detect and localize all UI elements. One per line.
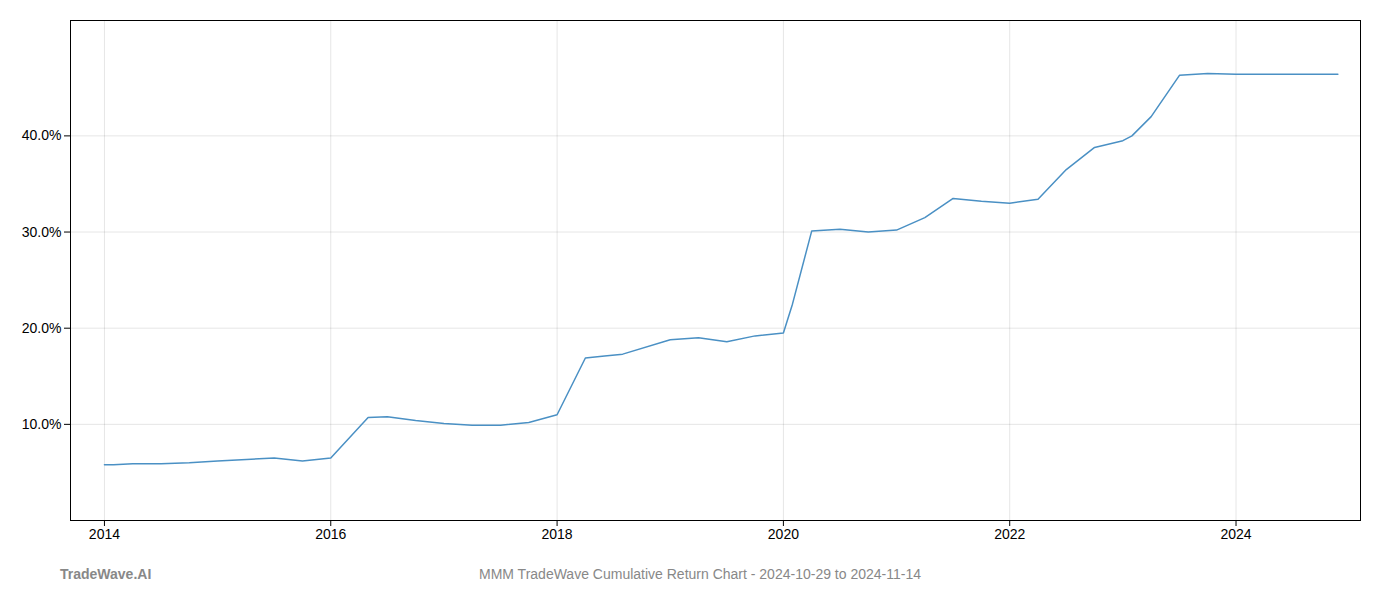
svg-text:2018: 2018 bbox=[542, 526, 573, 542]
svg-text:10.0%: 10.0% bbox=[22, 416, 62, 432]
html-text:MMM TradeWave Cumulative Retur: MMM TradeWave Cumulative Return Chart - … bbox=[479, 566, 921, 582]
svg-text:2022: 2022 bbox=[994, 526, 1025, 542]
svg-text:40.0%: 40.0% bbox=[22, 127, 62, 143]
svg-text:20.0%: 20.0% bbox=[22, 320, 62, 336]
svg-text:2024: 2024 bbox=[1220, 526, 1251, 542]
svg-text:2020: 2020 bbox=[768, 526, 799, 542]
html-text:TradeWave.AI: TradeWave.AI bbox=[60, 566, 152, 582]
svg-text:2014: 2014 bbox=[89, 526, 120, 542]
svg-text:30.0%: 30.0% bbox=[22, 224, 62, 240]
svg-text:2016: 2016 bbox=[315, 526, 346, 542]
